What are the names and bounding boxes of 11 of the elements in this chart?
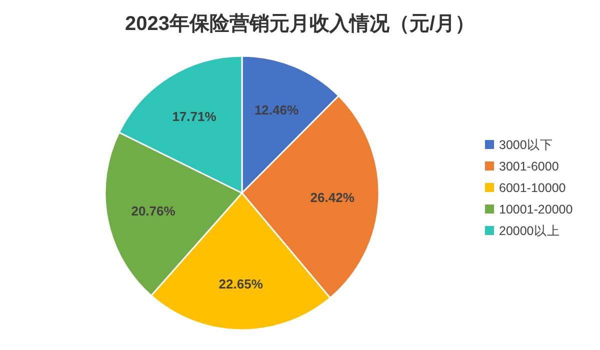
legend-label: 3000以下 (499, 138, 553, 152)
data-label: 22.65% (218, 276, 264, 292)
chart-title: 2023年保险营销元月收入情况（元/月） (124, 12, 476, 35)
legend-label: 20000以上 (499, 224, 560, 238)
data-label: 17.71% (172, 109, 217, 124)
data-label: 20.76% (131, 203, 176, 218)
data-label: 12.46% (254, 102, 299, 118)
legend-label: 3001-6000 (499, 160, 559, 174)
legend-label: 6001-10000 (499, 181, 566, 195)
data-label: 26.42% (310, 190, 355, 205)
legend-label: 10001-20000 (499, 202, 573, 216)
